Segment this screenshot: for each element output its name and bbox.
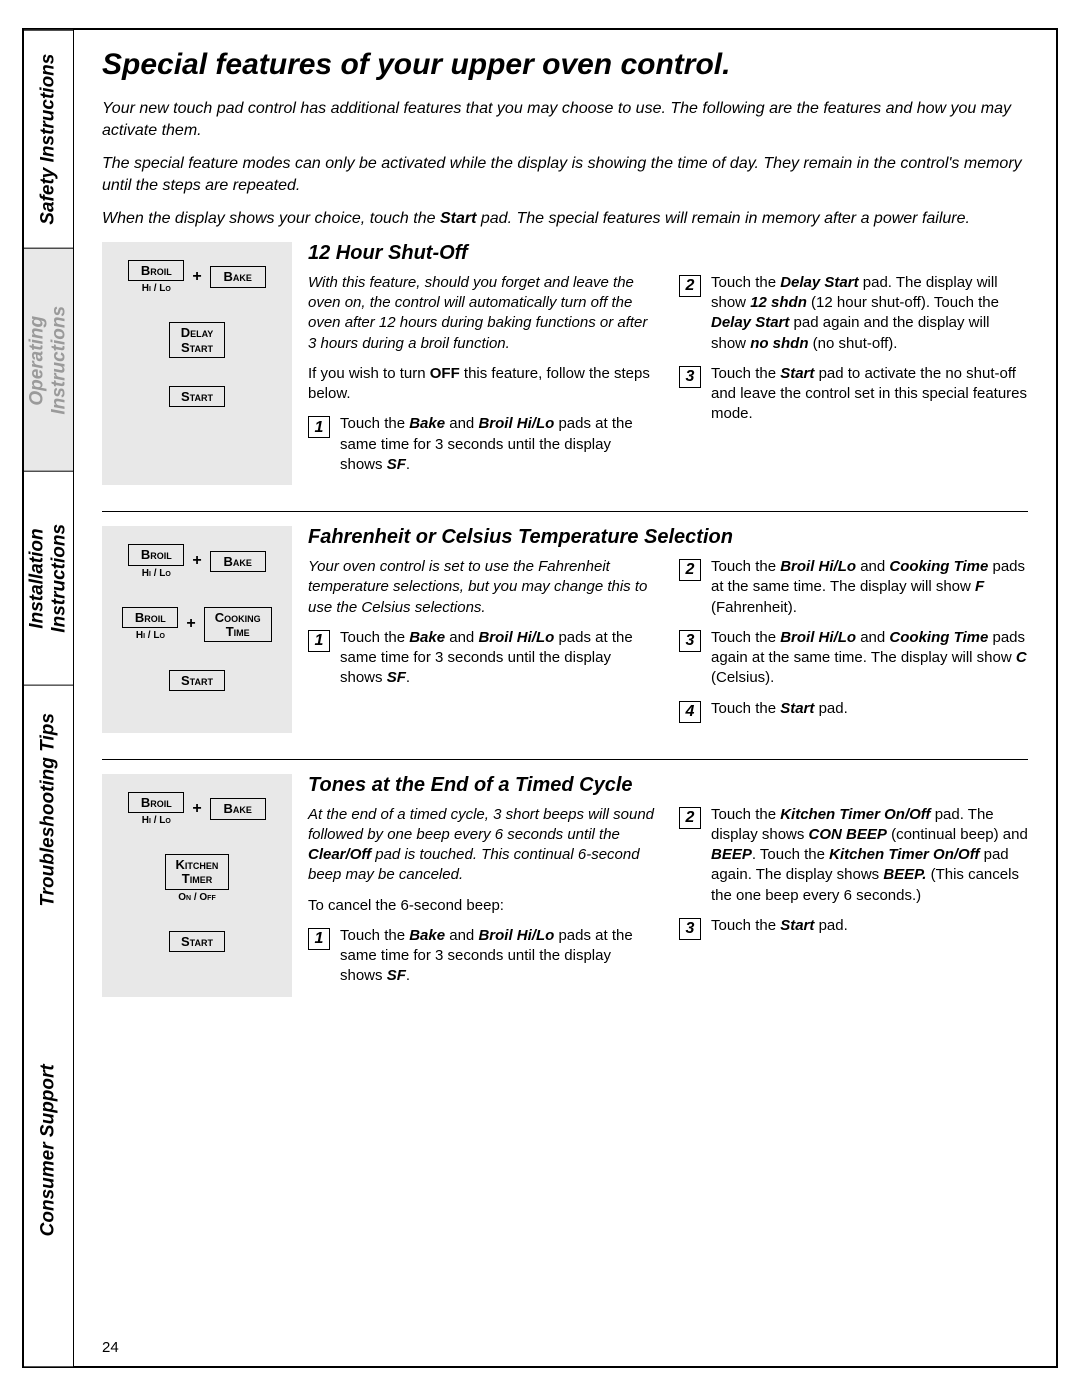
step-number-icon: 1	[308, 416, 330, 438]
step-text: Touch the Delay Start pad. The display w…	[711, 273, 1028, 354]
step: 2 Touch the Broil Hi/Lo and Cooking Time …	[679, 557, 1028, 618]
pad-button: KitchenTimer	[165, 854, 230, 890]
button-panel: Broil Hi / Lo + Bake Broil Hi / Lo + CookingTim…	[102, 526, 292, 733]
section-divider	[102, 511, 1028, 512]
section-title: 12 Hour Shut-Off	[308, 242, 1028, 265]
pad-button: Broil	[122, 607, 178, 628]
step: 1 Touch the Bake and Broil Hi/Lo pads at …	[308, 926, 657, 987]
step-text: Touch the Start pad.	[711, 699, 1028, 719]
plus-icon: +	[184, 615, 197, 633]
step-text: Touch the Bake and Broil Hi/Lo pads at t…	[340, 628, 657, 689]
page-number: 24	[102, 1339, 119, 1356]
step-number-icon: 2	[679, 807, 701, 829]
pad-button: Broil	[128, 260, 184, 281]
pad-button: Broil	[128, 544, 184, 565]
section-title: Tones at the End of a Timed Cycle	[308, 774, 1028, 797]
plus-icon: +	[190, 552, 203, 570]
pad-sublabel: Hi / Lo	[136, 630, 165, 641]
side-tab: Consumer Support	[24, 935, 73, 1366]
step-text: Touch the Start pad.	[711, 916, 1028, 936]
side-tabs: Safety InstructionsOperating Instruction…	[24, 30, 74, 1366]
pad-button: Start	[169, 670, 225, 691]
step: 4 Touch the Start pad.	[679, 699, 1028, 723]
feature-section: Broil Hi / Lo + Bake DelayStart Start 12 Hour …	[102, 242, 1028, 485]
step-number-icon: 2	[679, 275, 701, 297]
step: 3 Touch the Start pad.	[679, 916, 1028, 940]
step: 2 Touch the Kitchen Timer On/Off pad. The…	[679, 805, 1028, 906]
button-panel: Broil Hi / Lo + Bake DelayStart Start	[102, 242, 292, 485]
intro-paragraph: Your new touch pad control has additiona…	[102, 98, 1028, 141]
pad-button: Bake	[210, 266, 266, 287]
pad-button: Bake	[210, 551, 266, 572]
side-tab: Troubleshooting Tips	[24, 685, 73, 935]
pad-button: Start	[169, 386, 225, 407]
step-number-icon: 3	[679, 630, 701, 652]
step-text: Touch the Start pad to activate the no s…	[711, 364, 1028, 425]
feature-section: Broil Hi / Lo + Bake KitchenTimer On / Off Sta…	[102, 774, 1028, 997]
content-area: Special features of your upper oven cont…	[74, 30, 1056, 1366]
step: 3 Touch the Start pad to activate the no …	[679, 364, 1028, 425]
plus-icon: +	[190, 800, 203, 818]
plus-icon: +	[190, 268, 203, 286]
step-number-icon: 1	[308, 630, 330, 652]
pad-sublabel: Hi / Lo	[142, 815, 171, 826]
side-tab: Operating Instructions	[24, 248, 73, 472]
pad-button: CookingTime	[204, 607, 272, 643]
step-number-icon: 3	[679, 918, 701, 940]
step-number-icon: 2	[679, 559, 701, 581]
body-text: At the end of a timed cycle, 3 short bee…	[308, 805, 657, 886]
side-tab: Safety Instructions	[24, 30, 73, 248]
intro-paragraph: When the display shows your choice, touc…	[102, 208, 1028, 230]
step-text: Touch the Kitchen Timer On/Off pad. The …	[711, 805, 1028, 906]
step-text: Touch the Broil Hi/Lo and Cooking Time p…	[711, 628, 1028, 689]
intro-paragraph: The special feature modes can only be ac…	[102, 153, 1028, 196]
pad-button: Broil	[128, 792, 184, 813]
body-text: To cancel the 6-second beep:	[308, 896, 657, 916]
pad-button: Start	[169, 931, 225, 952]
step-text: Touch the Broil Hi/Lo and Cooking Time p…	[711, 557, 1028, 618]
pad-sublabel: Hi / Lo	[142, 568, 171, 579]
step: 3 Touch the Broil Hi/Lo and Cooking Time …	[679, 628, 1028, 689]
side-tab: InstallationInstructions	[24, 471, 73, 685]
intro-block: Your new touch pad control has additiona…	[102, 98, 1028, 230]
step: 2 Touch the Delay Start pad. The display …	[679, 273, 1028, 354]
body-text: If you wish to turn OFF this feature, fo…	[308, 364, 657, 405]
step-number-icon: 4	[679, 701, 701, 723]
pad-button: DelayStart	[169, 322, 225, 358]
button-panel: Broil Hi / Lo + Bake KitchenTimer On / Off Sta…	[102, 774, 292, 997]
step-text: Touch the Bake and Broil Hi/Lo pads at t…	[340, 926, 657, 987]
section-divider	[102, 759, 1028, 760]
pad-sublabel: Hi / Lo	[142, 283, 171, 294]
step: 1 Touch the Bake and Broil Hi/Lo pads at …	[308, 414, 657, 475]
body-text: With this feature, should you forget and…	[308, 273, 657, 354]
step: 1 Touch the Bake and Broil Hi/Lo pads at …	[308, 628, 657, 689]
step-number-icon: 1	[308, 928, 330, 950]
page-frame: Safety InstructionsOperating Instruction…	[22, 28, 1058, 1368]
section-title: Fahrenheit or Celsius Temperature Select…	[308, 526, 1028, 549]
step-text: Touch the Bake and Broil Hi/Lo pads at t…	[340, 414, 657, 475]
body-text: Your oven control is set to use the Fahr…	[308, 557, 657, 618]
feature-section: Broil Hi / Lo + Bake Broil Hi / Lo + CookingTim…	[102, 526, 1028, 733]
pad-button: Bake	[210, 798, 266, 819]
step-number-icon: 3	[679, 366, 701, 388]
page-title: Special features of your upper oven cont…	[102, 48, 1028, 82]
pad-sublabel: On / Off	[178, 892, 216, 903]
